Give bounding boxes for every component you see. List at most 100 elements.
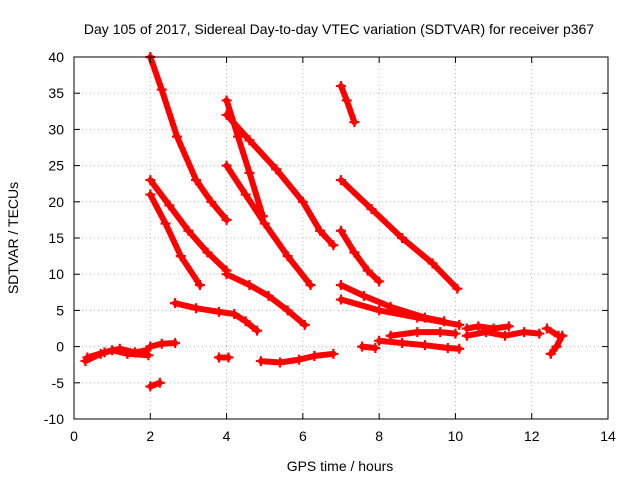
data-point bbox=[221, 269, 232, 280]
data-series bbox=[145, 189, 205, 291]
data-point bbox=[221, 95, 232, 106]
data-point bbox=[557, 330, 568, 341]
data-point bbox=[454, 319, 465, 330]
data-series bbox=[385, 327, 461, 341]
data-trace bbox=[338, 296, 463, 328]
data-point bbox=[309, 351, 320, 362]
data-point bbox=[366, 204, 377, 215]
data-point bbox=[156, 338, 167, 349]
x-tick-label: 0 bbox=[70, 428, 78, 444]
data-point bbox=[282, 305, 293, 316]
data-point bbox=[223, 352, 234, 363]
data-point bbox=[488, 323, 499, 334]
data-point bbox=[358, 290, 369, 301]
data-point bbox=[202, 247, 213, 258]
data-point bbox=[145, 189, 156, 200]
data-trace bbox=[223, 162, 314, 289]
y-tick-label: 25 bbox=[48, 158, 64, 174]
data-point bbox=[183, 225, 194, 236]
data-point bbox=[349, 117, 360, 128]
data-point bbox=[160, 218, 171, 229]
data-trace bbox=[338, 227, 383, 285]
data-point bbox=[336, 175, 346, 186]
y-tick-label: 20 bbox=[48, 194, 64, 210]
data-point bbox=[374, 335, 385, 346]
data-point bbox=[362, 265, 373, 276]
data-point bbox=[452, 283, 463, 294]
data-point bbox=[206, 196, 217, 207]
data-point bbox=[145, 381, 156, 392]
data-point bbox=[99, 347, 110, 358]
data-point bbox=[419, 340, 430, 351]
x-tick-label: 14 bbox=[600, 428, 616, 444]
data-point bbox=[336, 80, 346, 91]
data-point bbox=[191, 175, 202, 186]
data-series bbox=[461, 327, 545, 341]
data-point bbox=[244, 167, 255, 178]
data-point bbox=[427, 258, 438, 269]
data-trace bbox=[338, 177, 461, 292]
data-series bbox=[336, 80, 360, 128]
data-point bbox=[370, 343, 381, 354]
data-point bbox=[154, 377, 165, 388]
data-series bbox=[221, 109, 339, 251]
data-point bbox=[259, 218, 270, 229]
data-point bbox=[397, 337, 408, 348]
data-point bbox=[374, 305, 385, 316]
data-point bbox=[336, 225, 346, 236]
data-point bbox=[412, 312, 423, 323]
data-point bbox=[175, 251, 186, 262]
data-point bbox=[461, 323, 472, 334]
data-point bbox=[252, 325, 263, 336]
data-point bbox=[328, 348, 339, 359]
data-series bbox=[255, 348, 339, 368]
data-point bbox=[240, 189, 251, 200]
y-tick-label: 15 bbox=[48, 230, 64, 246]
x-tick-label: 12 bbox=[524, 428, 540, 444]
data-point bbox=[171, 131, 182, 142]
data-point bbox=[356, 341, 367, 352]
data-series bbox=[545, 330, 568, 359]
data-point bbox=[551, 341, 562, 352]
data-point bbox=[213, 306, 224, 317]
data-point bbox=[328, 240, 339, 251]
data-trace bbox=[147, 54, 230, 223]
x-tick-label: 2 bbox=[146, 428, 154, 444]
data-series bbox=[213, 352, 234, 363]
data-point bbox=[164, 200, 175, 211]
data-point bbox=[221, 160, 232, 171]
axis-ticks: 0 2 4 6 8 10 12 14 -10 -5 0 5 10 15 20 25 30 35 40 bbox=[44, 49, 616, 444]
data-series bbox=[461, 321, 514, 334]
data-series bbox=[145, 52, 232, 225]
y-tick-label: 10 bbox=[48, 266, 64, 282]
grid bbox=[74, 57, 608, 419]
data-point bbox=[442, 343, 453, 354]
data-point bbox=[341, 95, 352, 106]
data-point bbox=[170, 337, 181, 348]
data-series bbox=[221, 269, 310, 330]
data-trace bbox=[387, 329, 459, 339]
data-point bbox=[503, 321, 514, 332]
data-series bbox=[145, 337, 181, 352]
data-point bbox=[82, 352, 93, 363]
x-tick-label: 8 bbox=[375, 428, 383, 444]
data-trace bbox=[257, 350, 337, 366]
data-point bbox=[244, 280, 255, 291]
x-tick-label: 6 bbox=[299, 428, 307, 444]
data-point bbox=[297, 196, 308, 207]
data-series bbox=[336, 225, 385, 287]
data-point bbox=[473, 321, 484, 332]
data-series bbox=[374, 335, 465, 354]
data-point bbox=[545, 348, 556, 359]
x-tick-label: 4 bbox=[223, 428, 231, 444]
data-point bbox=[191, 303, 202, 314]
y-tick-label: -5 bbox=[52, 375, 65, 391]
data-point bbox=[336, 294, 346, 305]
data-trace bbox=[544, 325, 562, 339]
data-series bbox=[145, 175, 232, 276]
data-point bbox=[534, 328, 545, 339]
data-point bbox=[130, 347, 141, 358]
data-trace bbox=[147, 191, 203, 289]
